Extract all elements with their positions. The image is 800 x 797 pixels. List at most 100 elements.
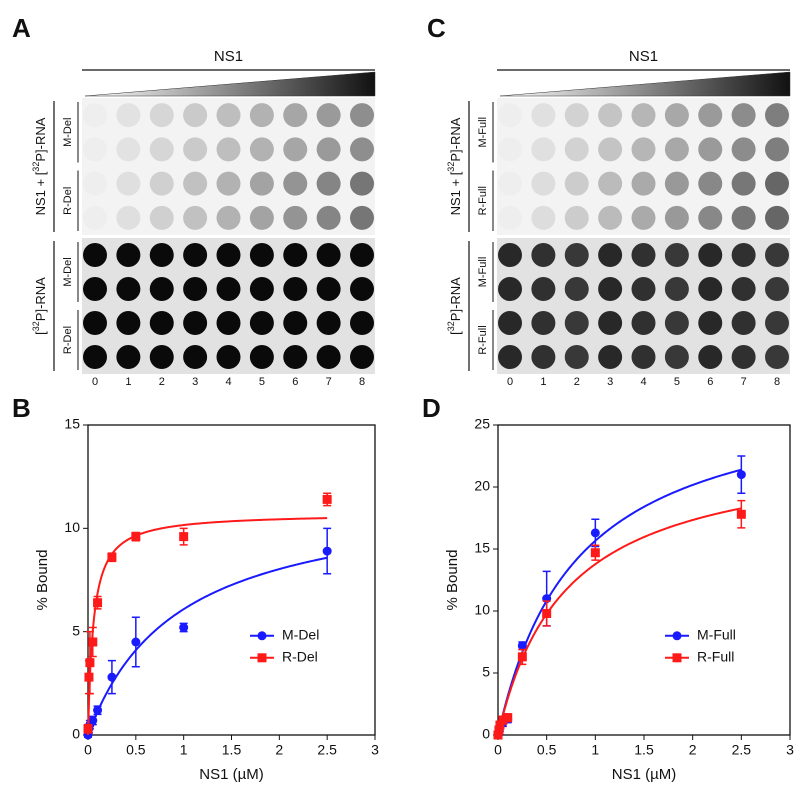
blot-dot: [283, 345, 308, 369]
lane-number: 8: [774, 376, 780, 388]
blot-dot: [564, 345, 589, 369]
blot-dot: [664, 171, 689, 196]
blot-dot: [183, 171, 208, 196]
x-tick-label: 1.5: [634, 742, 654, 758]
blot-dot: [316, 311, 341, 335]
blot-dot: [216, 171, 241, 196]
legend-label: M-Del: [282, 627, 319, 643]
data-point: [179, 532, 189, 542]
blot-dot: [183, 277, 208, 301]
data-point: [322, 546, 332, 556]
group-label: NS1 + [32P]-RNA: [31, 117, 48, 215]
x-tick-label: 3: [371, 742, 379, 758]
blot-dot: [283, 103, 308, 128]
blot-dot: [316, 277, 341, 301]
blot-dot: [531, 345, 556, 369]
group-label: [32P]-RNA: [446, 277, 463, 335]
row-label: R-Full: [477, 186, 489, 215]
x-tick-label: 0.5: [126, 742, 146, 758]
blot-dot: [316, 171, 341, 196]
panel-letter: D: [422, 393, 441, 423]
data-point: [542, 608, 552, 618]
data-point: [131, 532, 141, 542]
blot-dot: [249, 243, 274, 267]
blot-dot: [564, 243, 589, 267]
data-point: [88, 637, 98, 647]
blot-dot: [216, 345, 241, 369]
blot-dot: [664, 311, 689, 335]
plot-frame: [87, 424, 376, 736]
blot-dot: [83, 205, 107, 230]
x-tick-label: 2.5: [732, 742, 752, 758]
blot-dot: [149, 311, 174, 335]
blot-dot: [731, 103, 756, 128]
x-tick-label: 2.5: [317, 742, 337, 758]
y-tick-label: 20: [474, 478, 490, 494]
blot-dot: [698, 243, 723, 267]
blot-dot: [183, 243, 208, 267]
blot-dot: [698, 103, 723, 128]
blot-dot: [564, 103, 589, 128]
blot-dot: [498, 171, 522, 196]
blot-dot: [731, 311, 756, 335]
blot-dot: [698, 311, 723, 335]
lane-number: 6: [292, 376, 298, 388]
legend-label: M-Full: [697, 627, 736, 643]
blot-header: NS1: [214, 48, 243, 65]
blot-dot: [149, 345, 174, 369]
blot-dot: [249, 345, 274, 369]
data-point: [494, 725, 504, 735]
blot-dot: [631, 311, 656, 335]
blot-dot: [631, 205, 656, 230]
blot-dot: [350, 205, 374, 230]
blot-dot: [149, 243, 174, 267]
x-tick-label: 2: [689, 742, 697, 758]
label-part: NS1 + [: [33, 171, 48, 215]
data-point: [590, 548, 600, 558]
blot-dot: [731, 137, 756, 162]
blot-dot: [731, 171, 756, 196]
gradient-wedge: [84, 71, 376, 97]
blot-dot: [116, 243, 141, 267]
blot-dot: [765, 137, 789, 162]
y-tick-label: 10: [474, 602, 490, 618]
blot-dot: [283, 171, 308, 196]
blot-dot: [531, 311, 556, 335]
data-point: [88, 716, 98, 726]
blot-dot: [216, 311, 241, 335]
blot-header: NS1: [629, 48, 658, 65]
blot-dot: [598, 205, 623, 230]
blot-dot: [350, 345, 374, 369]
lane-number: 1: [540, 376, 546, 388]
blot-dot: [83, 311, 107, 335]
row-label: M-Full: [477, 117, 489, 148]
blot-dot: [183, 137, 208, 162]
blot-dot: [149, 137, 174, 162]
x-tick-label: 1.5: [222, 742, 242, 758]
blot-dot: [249, 205, 274, 230]
x-axis-label: NS1 (µM): [612, 766, 676, 783]
data-point: [517, 641, 527, 651]
blot-dot: [731, 243, 756, 267]
y-tick-label: 5: [482, 664, 490, 680]
legend-marker: [257, 653, 267, 663]
blot-dot: [116, 171, 141, 196]
blot-dot: [249, 137, 274, 162]
data-point: [736, 509, 746, 519]
blot-dot: [498, 311, 522, 335]
fit-curve: [497, 507, 742, 736]
row-label: R-Full: [477, 325, 489, 354]
blot-dot: [631, 137, 656, 162]
blot-dot: [498, 103, 522, 128]
blot-dot: [698, 277, 723, 301]
data-point: [85, 658, 95, 668]
lane-number: 4: [225, 376, 231, 388]
fit-curve: [497, 468, 742, 736]
lane-number: 6: [707, 376, 713, 388]
panel-letter: C: [427, 13, 446, 43]
label-sup: 32: [31, 162, 41, 172]
blot-dot: [631, 277, 656, 301]
blot-dot: [249, 103, 274, 128]
panel-letter: B: [12, 393, 31, 423]
x-tick-label: 0.5: [537, 742, 557, 758]
